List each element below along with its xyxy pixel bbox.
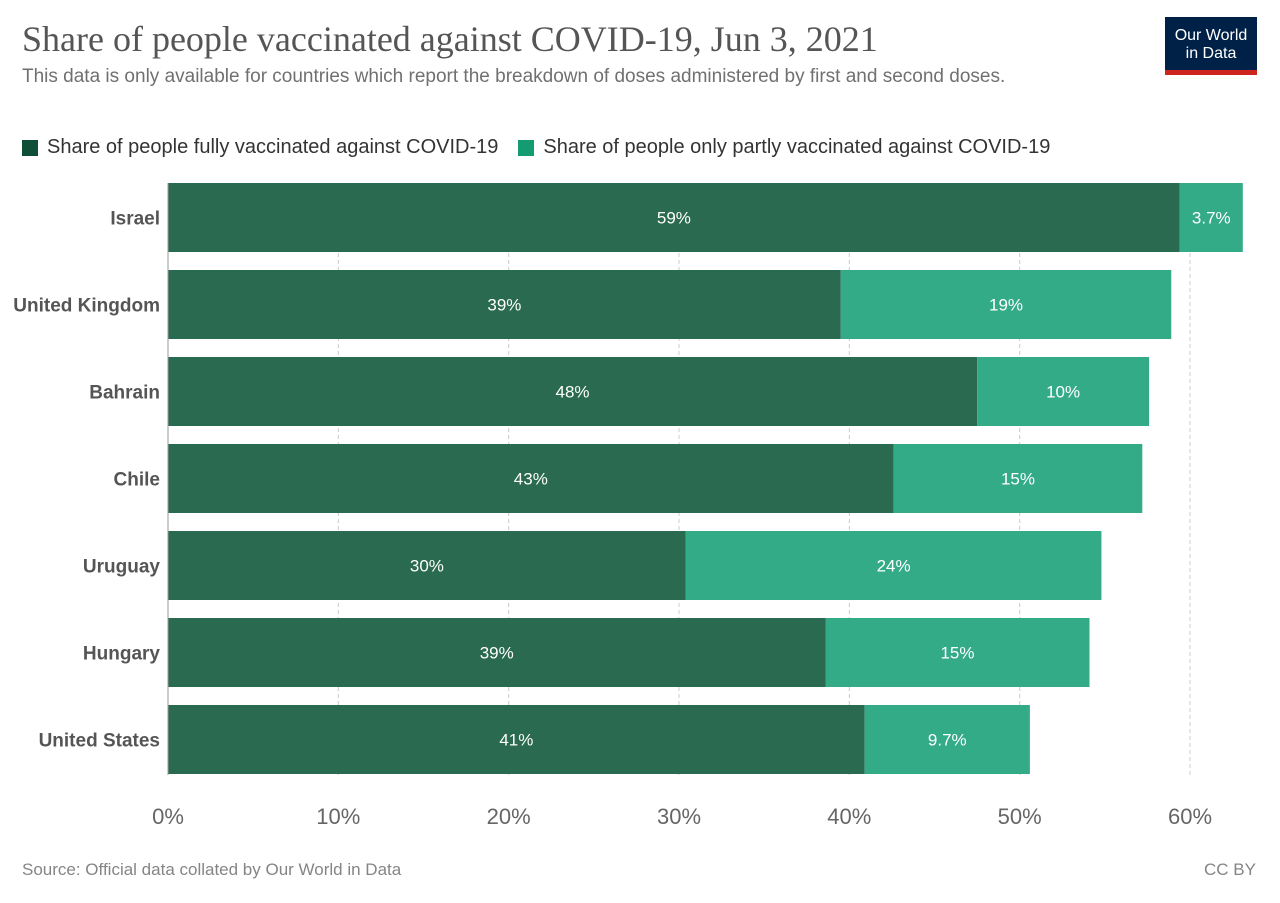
x-tick-label: 50% — [998, 804, 1042, 829]
country-label: Chile — [114, 470, 160, 491]
legend-swatch-fully — [22, 139, 38, 156]
bar-value-label: 15% — [1001, 470, 1035, 489]
bar-partly-vaccinated — [825, 618, 1090, 687]
legend-label-partly: Share of people only partly vaccinated a… — [543, 136, 1051, 158]
legend-item-fully[interactable]: Share of people fully vaccinated against… — [22, 136, 498, 159]
logo-line-2: in Data — [1185, 45, 1237, 62]
country-label: United Kingdom — [13, 296, 160, 317]
chart-legend: Share of people fully vaccinated against… — [22, 136, 1070, 159]
bar-partly-vaccinated — [840, 270, 1172, 339]
bar-partly-vaccinated — [864, 705, 1030, 774]
bar-value-label: 30% — [410, 557, 444, 576]
bar-value-label: 39% — [487, 296, 521, 315]
x-tick-label: 30% — [657, 804, 701, 829]
country-label: United States — [39, 731, 160, 752]
bar-value-label: 43% — [514, 470, 548, 489]
x-tick-label: 40% — [827, 804, 871, 829]
logo-line-1: Our World — [1174, 27, 1248, 44]
license-label: CC BY — [1204, 860, 1256, 879]
bar-fully-vaccinated — [168, 444, 894, 513]
bar-value-label: 24% — [877, 557, 911, 576]
bar-value-label: 9.7% — [928, 731, 967, 750]
bar-value-label: 41% — [499, 731, 533, 750]
owid-logo[interactable]: Our World in Data — [1165, 17, 1257, 75]
bar-partly-vaccinated — [977, 357, 1150, 426]
bar-partly-vaccinated — [893, 444, 1143, 513]
bar-value-label: 15% — [940, 644, 974, 663]
bar-value-label: 39% — [480, 644, 514, 663]
country-label: Hungary — [83, 644, 161, 665]
x-tick-label: 20% — [487, 804, 531, 829]
x-tick-label: 10% — [316, 804, 360, 829]
bar-fully-vaccinated — [168, 183, 1180, 252]
bar-value-label: 19% — [989, 296, 1023, 315]
bar-fully-vaccinated — [168, 618, 826, 687]
bar-fully-vaccinated — [168, 270, 841, 339]
country-label: Bahrain — [89, 383, 160, 404]
chart-title: Share of people vaccinated against COVID… — [22, 19, 878, 59]
bar-partly-vaccinated — [1179, 183, 1243, 252]
bar-fully-vaccinated — [168, 705, 865, 774]
chart-subtitle: This data is only available for countrie… — [22, 66, 1006, 87]
x-tick-label: 60% — [1168, 804, 1212, 829]
legend-label-fully: Share of people fully vaccinated against… — [47, 136, 499, 158]
bar-value-label: 59% — [657, 209, 691, 228]
bar-fully-vaccinated — [168, 531, 686, 600]
legend-swatch-partly — [518, 139, 535, 156]
country-label: Israel — [110, 209, 160, 230]
country-label: Uruguay — [83, 557, 161, 578]
bar-fully-vaccinated — [168, 357, 978, 426]
bar-value-label: 10% — [1046, 383, 1080, 402]
legend-item-partly[interactable]: Share of people only partly vaccinated a… — [518, 136, 1050, 159]
bar-value-label: 48% — [556, 383, 590, 402]
source-note: Source: Official data collated by Our Wo… — [22, 860, 402, 879]
bar-partly-vaccinated — [685, 531, 1102, 600]
bar-value-label: 3.7% — [1192, 209, 1231, 228]
x-tick-label: 0% — [152, 804, 184, 829]
